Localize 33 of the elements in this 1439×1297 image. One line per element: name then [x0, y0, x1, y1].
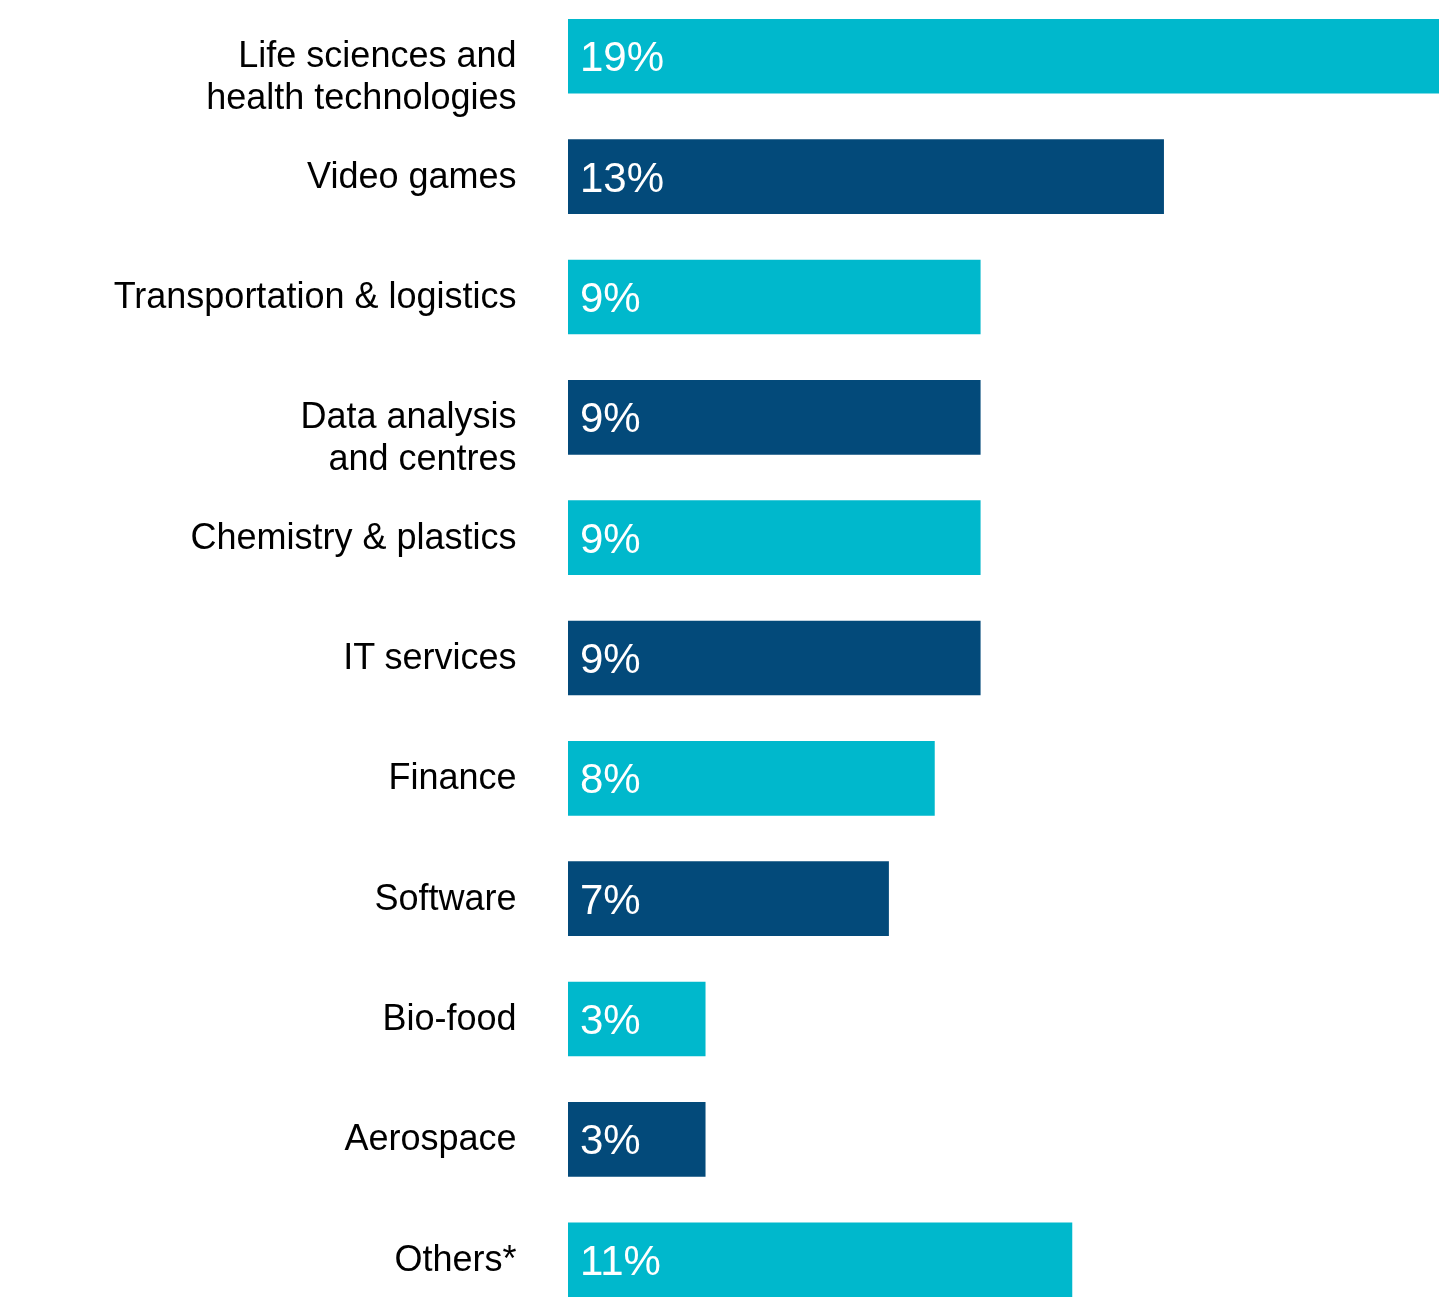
data-label: 8%: [580, 755, 641, 803]
bar: [568, 19, 1439, 94]
data-label: 11%: [580, 1236, 661, 1284]
y-tick-label: Transportation & logistics: [113, 274, 517, 316]
bar: [568, 741, 935, 816]
data-label: 3%: [580, 1116, 641, 1164]
data-label: 19%: [580, 33, 665, 81]
y-tick-label: Aerospace: [344, 1117, 517, 1159]
data-label: 13%: [580, 153, 665, 201]
y-tick-label: Finance: [388, 756, 517, 798]
bar: [568, 139, 1164, 214]
bar: [568, 380, 981, 455]
data-label: 9%: [580, 273, 641, 321]
bar: [568, 259, 981, 335]
y-tick-label: Bio-food: [382, 997, 517, 1039]
data-label: 7%: [580, 875, 641, 923]
data-label: 3%: [580, 996, 641, 1044]
bar: [568, 861, 889, 936]
data-label: 9%: [580, 635, 641, 682]
data-label: 9%: [580, 394, 641, 442]
data-label: 9%: [580, 514, 641, 562]
y-tick-label: Chemistry & plastics: [190, 515, 517, 557]
bar: [568, 620, 981, 696]
bar: [568, 500, 981, 575]
y-tick-label: IT services: [343, 636, 517, 677]
bar: [568, 1222, 1073, 1297]
y-tick-label: Others*: [394, 1237, 517, 1279]
bar: [568, 1102, 706, 1177]
y-tick-label: Life sciences and health technologies: [206, 34, 517, 118]
y-tick-label: Video games: [307, 154, 517, 196]
y-tick-label: Software: [374, 876, 517, 918]
y-tick-label: Data analysis and centres: [300, 395, 517, 479]
bar: [568, 981, 706, 1057]
